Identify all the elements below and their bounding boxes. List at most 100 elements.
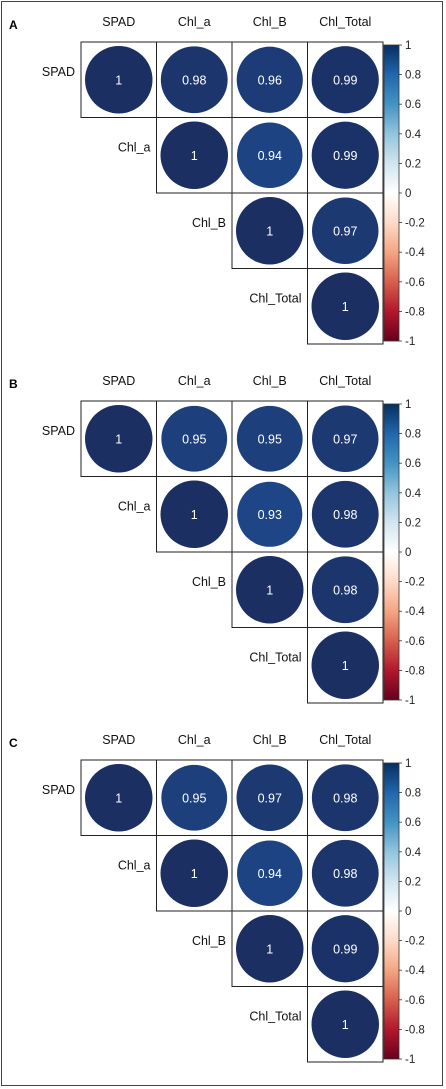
row-label: Chl_Total	[249, 650, 301, 664]
correlation-panel-a: A SPAD Chl_a Chl_B Chl_Total SPAD Chl_a Chl_B Ch…	[9, 15, 425, 348]
column-label: SPAD	[102, 374, 135, 388]
row-label: SPAD	[42, 424, 75, 438]
correlation-circle	[236, 915, 304, 983]
colorbar-tick-label: 1	[405, 758, 411, 770]
correlation-circle	[311, 272, 379, 340]
correlation-circle	[311, 556, 379, 624]
colorbar-tick-label: 1	[405, 40, 411, 52]
correlation-circle	[236, 197, 304, 265]
correlation-circle	[85, 405, 153, 473]
row-label: Chl_B	[192, 575, 226, 589]
row-label: SPAD	[42, 783, 75, 797]
correlation-circle	[160, 121, 228, 189]
colorbar-tick-label: 0.6	[405, 458, 421, 470]
colorbar-tick-label: -0.2	[405, 218, 425, 230]
colorbar-tick-label: 0	[405, 906, 411, 918]
colorbar-tick-label: 0	[405, 547, 411, 559]
colorbar	[383, 44, 400, 342]
correlation-value: 0.94	[258, 149, 282, 163]
correlation-circle	[311, 915, 379, 983]
colorbar-tick-label: -0.8	[405, 665, 425, 677]
correlation-value: 0.98	[333, 508, 357, 522]
column-label: Chl_B	[253, 733, 287, 747]
panel-label: C	[9, 736, 18, 750]
correlation-value: 1	[115, 73, 122, 87]
correlation-circle	[311, 121, 379, 189]
correlation-value: 1	[191, 149, 198, 163]
row-label: Chl_Total	[249, 291, 301, 305]
correlation-value: 0.98	[333, 867, 357, 881]
colorbar-tick-label: -0.4	[405, 247, 425, 259]
correlation-circle	[236, 764, 303, 831]
correlation-panel-c: C SPAD Chl_a Chl_B Chl_Total SPAD Chl_a Chl_B Ch…	[9, 733, 425, 1066]
correlation-value: 0.99	[333, 73, 357, 87]
column-label: Chl_a	[178, 374, 211, 388]
correlation-value: 1	[342, 300, 349, 314]
correlation-circle	[312, 405, 379, 472]
row-label: Chl_Total	[249, 1009, 301, 1023]
colorbar-tick-label: 0.4	[405, 488, 422, 500]
correlation-value: 1	[266, 583, 273, 597]
column-label: Chl_a	[178, 733, 211, 747]
colorbar-tick-label: -0.4	[405, 965, 425, 977]
column-label: Chl_Total	[319, 733, 371, 747]
panel-label: B	[9, 377, 18, 391]
colorbar-tick-label: 0.8	[405, 788, 421, 800]
correlation-value: 1	[342, 1018, 349, 1032]
colorbar-tick-label: 0.2	[405, 876, 421, 888]
correlation-value: 0.95	[258, 432, 282, 446]
correlation-circle	[237, 481, 303, 547]
correlation-value: 0.94	[258, 867, 282, 881]
correlation-value: 1	[191, 508, 198, 522]
row-label: Chl_a	[118, 140, 151, 154]
colorbar-tick-label: 1	[405, 399, 411, 411]
correlation-circle	[85, 764, 153, 832]
correlation-circle	[236, 556, 304, 624]
colorbar-tick-label: -1	[405, 695, 415, 707]
colorbar-tick-label: 0.4	[405, 129, 422, 141]
column-label: Chl_a	[178, 15, 211, 29]
column-label: SPAD	[102, 733, 135, 747]
row-label: Chl_a	[118, 499, 151, 513]
correlation-value: 0.97	[258, 791, 282, 805]
correlation-value: 0.97	[333, 224, 357, 238]
column-label: SPAD	[102, 15, 135, 29]
colorbar-tick-label: 0.2	[405, 158, 421, 170]
correlation-value: 0.95	[182, 432, 206, 446]
panel-label: A	[9, 18, 18, 32]
correlation-value: 0.95	[182, 791, 206, 805]
correlation-value: 0.97	[333, 432, 357, 446]
correlation-value: 0.98	[182, 73, 206, 87]
correlation-panel-b: B SPAD Chl_a Chl_B Chl_Total SPAD Chl_a Chl_B Ch…	[9, 374, 425, 707]
colorbar-tick-label: -0.2	[405, 577, 425, 589]
correlation-value: 0.96	[258, 73, 282, 87]
colorbar-tick-label: 0.6	[405, 99, 421, 111]
correlation-value: 1	[191, 867, 198, 881]
colorbar-tick-label: -1	[405, 336, 415, 348]
correlation-circle	[311, 839, 379, 907]
colorbar-tick-label: -0.8	[405, 1024, 425, 1036]
correlation-circle	[311, 46, 379, 114]
column-label: Chl_Total	[319, 15, 371, 29]
correlation-circle	[311, 764, 379, 832]
colorbar-tick-label: 0	[405, 188, 411, 200]
colorbar-tick-label: 0.8	[405, 429, 421, 441]
correlation-value: 1	[266, 224, 273, 238]
correlation-value: 0.98	[333, 583, 357, 597]
colorbar-tick-label: -0.6	[405, 995, 425, 1007]
correlation-circle	[311, 480, 379, 548]
colorbar	[383, 403, 400, 701]
correlation-circle	[311, 631, 379, 699]
correlation-value: 0.93	[258, 508, 282, 522]
row-label: Chl_a	[118, 858, 151, 872]
colorbar-tick-label: 0.2	[405, 517, 421, 529]
correlation-circle	[160, 480, 228, 548]
correlation-circle	[237, 840, 303, 906]
correlation-value: 0.99	[333, 149, 357, 163]
column-label: Chl_B	[253, 15, 287, 29]
colorbar-tick-label: -0.8	[405, 306, 425, 318]
colorbar-tick-label: 0.4	[405, 847, 422, 859]
correlation-circle	[312, 197, 379, 264]
